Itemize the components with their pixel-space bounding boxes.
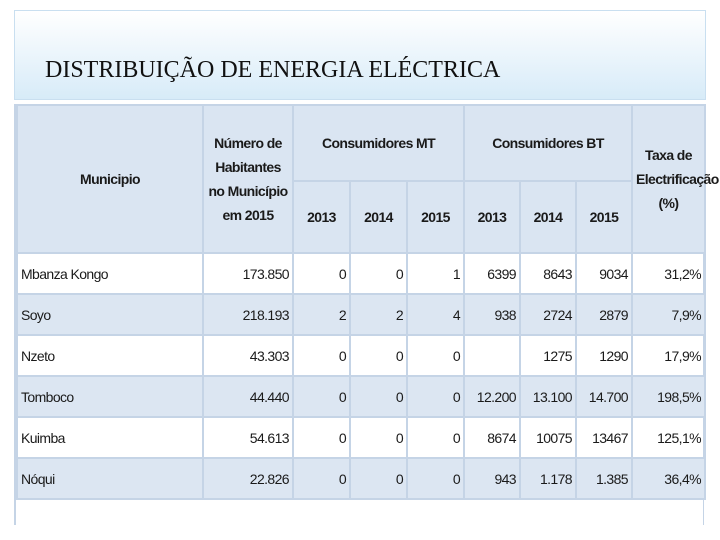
table-cell: 6399: [463, 252, 521, 295]
year-header: 2015: [406, 180, 465, 254]
header-cell: Municipio: [16, 104, 204, 254]
table-cell: 17,9%: [631, 334, 706, 377]
table-cell: 44.440: [202, 375, 294, 418]
table-cell: 0: [406, 457, 465, 500]
table-row: Soyo 218.193 2 2 4 938 2724 2879 7,9%: [16, 293, 706, 336]
table-container: Municipio Número de Habitantes no Municí…: [14, 104, 719, 525]
table-cell: 125,1%: [631, 416, 706, 459]
table-row: Kuimba 54.613 0 0 0 8674 10075 13467 125,1%: [16, 416, 706, 459]
table-cell: 0: [406, 334, 465, 377]
table-cell: 2: [292, 293, 351, 336]
table-cell: 1275: [519, 334, 577, 377]
table-cell: Nóqui: [16, 457, 204, 500]
table-row: Nzeto 43.303 0 0 0 1275 1290 17,9%: [16, 334, 706, 377]
year-header: 2015: [575, 180, 633, 254]
table-cell: 8643: [519, 252, 577, 295]
table-cell: Nzeto: [16, 334, 204, 377]
table-cell: 14.700: [575, 375, 633, 418]
table-cell: Soyo: [16, 293, 204, 336]
table-cell: 2724: [519, 293, 577, 336]
table-cell: Mbanza Kongo: [16, 252, 204, 295]
table-cell: 943: [463, 457, 521, 500]
table-cell: 1: [406, 252, 465, 295]
table-cell: 198,5%: [631, 375, 706, 418]
table-cell: Tomboco: [16, 375, 204, 418]
table-cell: 0: [292, 334, 351, 377]
table-cell: 31,2%: [631, 252, 706, 295]
table-cell: 1.385: [575, 457, 633, 500]
table-cell: 0: [349, 416, 408, 459]
table-cell: 173.850: [202, 252, 294, 295]
table-row: Nóqui 22.826 0 0 0 943 1.178 1.385 36,4%: [16, 457, 706, 500]
table-cell: 0: [349, 252, 408, 295]
year-header: 2013: [292, 180, 351, 254]
table-cell: 0: [406, 416, 465, 459]
table-cell: 0: [292, 457, 351, 500]
table-cell: 13.100: [519, 375, 577, 418]
year-header: 2014: [349, 180, 408, 254]
table-row: Tomboco 44.440 0 0 0 12.200 13.100 14.700 198,5%: [16, 375, 706, 418]
table-cell: Kuimba: [16, 416, 204, 459]
table-cell: 0: [349, 334, 408, 377]
table-cell: 13467: [575, 416, 633, 459]
header-cell: Número de Habitantes no Município em 201…: [202, 104, 294, 254]
header-cell: Consumidores MT: [292, 104, 465, 182]
table-cell: 0: [292, 416, 351, 459]
table-cell: [463, 334, 521, 377]
table-cell: 2: [349, 293, 408, 336]
header-cell: Taxa de Electrificação (%): [631, 104, 719, 254]
table-cell: 9034: [575, 252, 633, 295]
table-cell: 12.200: [463, 375, 521, 418]
table-cell: 43.303: [202, 334, 294, 377]
table-cell: 0: [292, 375, 351, 418]
table-cell: 0: [292, 252, 351, 295]
table-cell: 54.613: [202, 416, 294, 459]
table-cell: 8674: [463, 416, 521, 459]
table-cell: 2879: [575, 293, 633, 336]
table-cell: 218.193: [202, 293, 294, 336]
table-row: Mbanza Kongo 173.850 0 0 1 6399 8643 9034 31,2%: [16, 252, 706, 295]
table-cell: 1.178: [519, 457, 577, 500]
table-cell: 938: [463, 293, 521, 336]
year-header: 2013: [463, 180, 521, 254]
table-cell: 7,9%: [631, 293, 706, 336]
year-header: 2014: [519, 180, 577, 254]
table-cell: 4: [406, 293, 465, 336]
table-cell: 0: [349, 457, 408, 500]
header-cell: Consumidores BT: [463, 104, 633, 182]
data-table: Municipio Número de Habitantes no Municí…: [16, 104, 719, 500]
table-cell: 22.826: [202, 457, 294, 500]
table-cell: 0: [406, 375, 465, 418]
table-cell: 10075: [519, 416, 577, 459]
table-cell: 0: [349, 375, 408, 418]
title: DISTRIBUIÇÃO DE ENERGIA ELÉCTRICA: [45, 57, 501, 83]
table-cell: 1290: [575, 334, 633, 377]
title-banner: DISTRIBUIÇÃO DE ENERGIA ELÉCTRICA: [14, 10, 706, 100]
table-cell: 36,4%: [631, 457, 706, 500]
